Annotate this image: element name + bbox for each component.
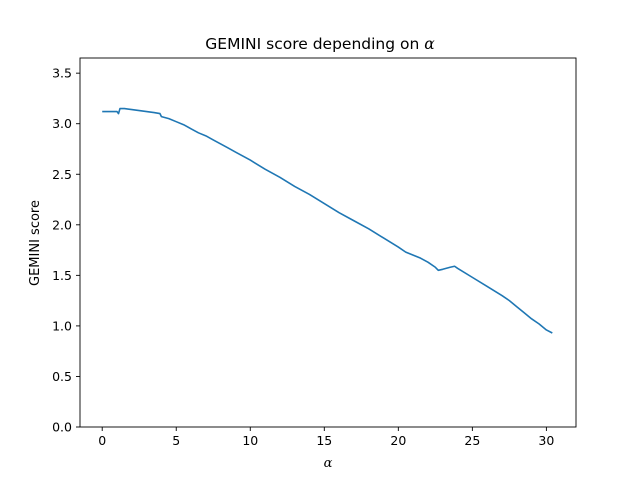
x-tick-label: 20 [390, 433, 406, 448]
x-tick-label: 15 [316, 433, 332, 448]
plot-border [79, 57, 577, 428]
series-line-0 [102, 107, 553, 334]
x-tick-label: 25 [464, 433, 480, 448]
y-axis-label: GEMINI score [28, 200, 43, 286]
x-tick-label: 10 [242, 433, 258, 448]
x-axis-ticks: 0 5 10 15 20 25 30 [98, 427, 554, 448]
y-tick-label: 2.0 [52, 217, 72, 232]
x-tick-label: 0 [98, 433, 106, 448]
y-tick-label: 2.5 [52, 167, 72, 182]
y-tick-label: 0.0 [52, 420, 72, 435]
x-tick-label: 5 [172, 433, 180, 448]
series-layer [102, 107, 553, 334]
chart-title: GEMINI score depending on α [205, 35, 435, 53]
x-tick-label: 30 [538, 433, 554, 448]
title-alpha-symbol: α [424, 35, 435, 53]
plot-frame [79, 57, 577, 428]
y-tick-label: 3.0 [52, 116, 72, 131]
y-tick-label: 0.5 [52, 369, 72, 384]
y-axis-ticks: 0.0 0.5 1.0 1.5 2.0 2.5 3.0 3.5 [52, 66, 80, 435]
x-axis-label: α [324, 456, 333, 471]
y-tick-label: 1.0 [52, 318, 72, 333]
y-tick-label: 1.5 [52, 268, 72, 283]
y-tick-label: 3.5 [52, 66, 72, 81]
